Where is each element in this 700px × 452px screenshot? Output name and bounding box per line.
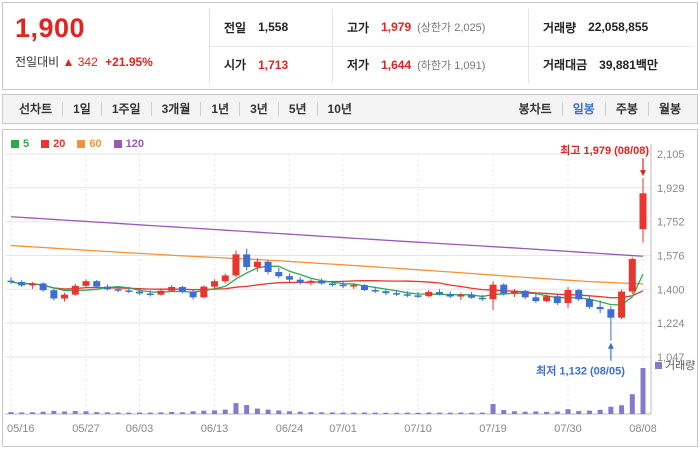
svg-text:최고 1,979 (08/08): 최고 1,979 (08/08)	[560, 143, 649, 157]
ma-legend: 5 20 60 120	[11, 138, 144, 150]
price-header: 1,900 전일대비 ▲ 342 +21.95% 전일 1,558 고가 1,9…	[2, 2, 698, 90]
tab-weekly-candle[interactable]: 주봉	[604, 102, 648, 116]
svg-text:06/03: 06/03	[126, 423, 154, 435]
period-tabs: 선차트 1일 1주일 3개월 1년 3년 5년 10년	[9, 102, 362, 116]
svg-text:1,400: 1,400	[657, 284, 685, 296]
tab-3month[interactable]: 3개월	[150, 102, 201, 116]
change-percent: +21.95%	[105, 55, 153, 69]
svg-text:06/13: 06/13	[201, 423, 229, 435]
change-row: 전일대비 ▲ 342 +21.95%	[15, 53, 205, 70]
svg-text:07/30: 07/30	[554, 423, 582, 435]
tab-3year[interactable]: 3년	[239, 102, 278, 116]
upper-limit: (상한가 2,025)	[417, 22, 486, 35]
tab-candle-chart[interactable]: 봉차트	[518, 102, 552, 116]
current-price: 1,900	[15, 13, 86, 43]
svg-text:08/08: 08/08	[629, 423, 657, 435]
trade-amount: 거래대금 39,881백만	[528, 46, 693, 83]
tab-daily-candle[interactable]: 일봉	[561, 102, 605, 116]
ma60-key: 60	[77, 138, 102, 150]
svg-text:05/16: 05/16	[7, 423, 35, 435]
ma20-swatch-icon	[41, 140, 50, 148]
day-low: 저가 1,644 (하한가 1,091)	[332, 46, 528, 83]
tab-monthly-candle[interactable]: 월봉	[647, 102, 691, 116]
svg-text:거래량: 거래량	[665, 359, 695, 372]
lower-limit: (하한가 1,091)	[417, 59, 486, 72]
svg-text:07/19: 07/19	[479, 423, 507, 435]
prev-close: 전일 1,558	[224, 20, 289, 35]
up-arrow-icon: ▲	[62, 55, 75, 69]
svg-text:05/27: 05/27	[72, 423, 100, 435]
ma5-swatch-icon	[11, 140, 19, 148]
svg-text:1,576: 1,576	[657, 251, 685, 263]
ma20-key: 20	[41, 138, 65, 150]
chart-toolbar: 선차트 1일 1주일 3개월 1년 3년 5년 10년 봉차트 일봉 주봉 월봉	[2, 94, 698, 124]
price-block: 1,900 전일대비 ▲ 342 +21.95%	[15, 13, 205, 70]
change-label: 전일대비	[15, 55, 60, 69]
svg-text:06/24: 06/24	[276, 423, 304, 435]
day-open: 시가 1,713	[224, 57, 289, 73]
trade-volume: 거래량 22,058,855	[528, 9, 693, 46]
candle-type-tabs: 봉차트 일봉 주봉 월봉	[509, 102, 691, 116]
ma120-key: 120	[113, 138, 144, 150]
svg-text:1,929: 1,929	[657, 183, 685, 195]
svg-text:1,047: 1,047	[657, 352, 685, 364]
svg-text:최저 1,132 (08/05): 최저 1,132 (08/05)	[536, 364, 625, 378]
tab-10year[interactable]: 10년	[316, 102, 362, 116]
stats-row-2: 시가 1,713 저가 1,644 (하한가 1,091) 거래대금 39,88…	[210, 46, 693, 83]
stats-row-1: 전일 1,558 고가 1,979 (상한가 2,025) 거래량 22,058…	[210, 9, 693, 47]
chart-area: 5 20 60 120 2,105 1,929 1,752 1,576 1,400 1,2…	[2, 129, 698, 447]
candlestick-chart: 2,105 1,929 1,752 1,576 1,400 1,224 1,047 05/16…	[5, 143, 695, 435]
ma5-key: 5	[11, 138, 29, 150]
tab-1year[interactable]: 1년	[200, 102, 239, 116]
ma120-swatch-icon	[113, 140, 122, 148]
svg-text:07/01: 07/01	[329, 423, 357, 435]
tab-1week[interactable]: 1주일	[100, 102, 151, 116]
change-value: 342	[77, 55, 98, 69]
svg-text:07/10: 07/10	[404, 423, 432, 435]
tab-5year[interactable]: 5년	[277, 102, 317, 116]
svg-text:1,752: 1,752	[657, 217, 685, 229]
svg-text:1,224: 1,224	[657, 318, 685, 330]
day-high: 고가 1,979 (상한가 2,025)	[332, 9, 528, 46]
stats-box: 전일 1,558 고가 1,979 (상한가 2,025) 거래량 22,058…	[209, 9, 693, 83]
ma60-swatch-icon	[77, 140, 86, 148]
tab-line-chart[interactable]: 선차트	[19, 102, 53, 116]
tab-1day[interactable]: 1일	[62, 102, 101, 116]
svg-text:2,105: 2,105	[657, 149, 685, 161]
